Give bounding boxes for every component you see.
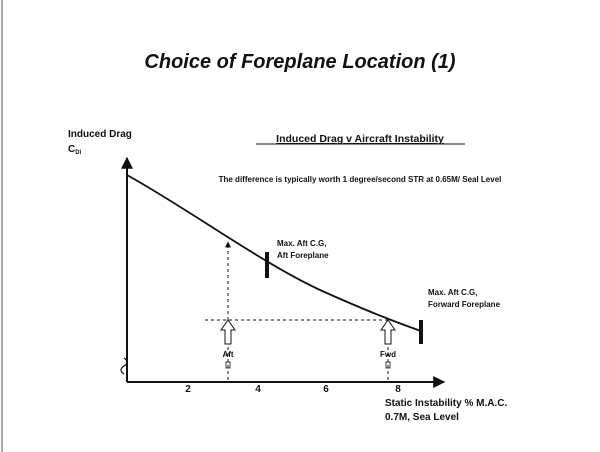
x-tick-label: 8 <box>395 384 401 395</box>
chart-note: The difference is typically worth 1 degr… <box>219 175 502 184</box>
cg-marker <box>419 320 423 344</box>
chart-subtitle: Induced Drag v Aircraft Instability <box>276 133 444 145</box>
x-axis-label: Static Instability % M.A.C. <box>385 398 507 409</box>
hollow-arrow <box>380 319 396 345</box>
x-axis-label: 0.7M, Sea Level <box>385 412 459 423</box>
position-tick <box>225 361 231 369</box>
x-tick-label: 4 <box>255 384 261 395</box>
position-tick <box>385 361 391 369</box>
arrow-label: Aft <box>222 350 233 359</box>
marker-label: Max. Aft C.G, <box>277 239 326 248</box>
marker-label: Forward Foreplane <box>428 300 501 309</box>
axis-break <box>120 357 128 375</box>
drag-curve <box>126 174 422 332</box>
slide-title: Choice of Foreplane Location (1) <box>144 51 455 73</box>
cg-marker <box>265 252 269 278</box>
arrow-label: Fwd <box>380 350 396 359</box>
hollow-arrow <box>220 319 236 345</box>
y-axis-symbol: CDi <box>68 144 82 156</box>
marker-label: Aft Foreplane <box>277 251 329 260</box>
y-axis-label: Induced Drag <box>68 129 132 140</box>
marker-label: Max. Aft C.G, <box>428 288 477 297</box>
x-tick-label: 2 <box>185 384 191 395</box>
x-tick-label: 6 <box>323 384 329 395</box>
